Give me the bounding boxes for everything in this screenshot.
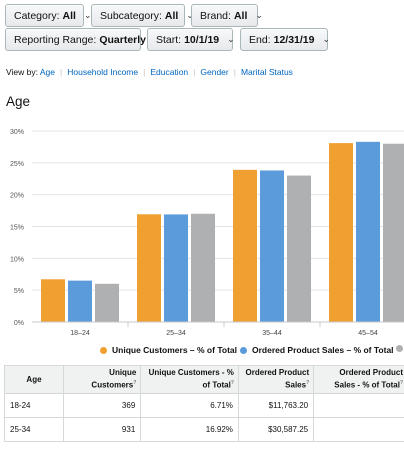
cell-unique-customers: 931	[62, 417, 142, 442]
column-header-text: Unique Customers	[91, 368, 137, 390]
separator: |	[193, 67, 196, 77]
category-filter-label: Category:	[14, 9, 60, 22]
legend-swatch	[396, 345, 403, 352]
y-tick-label: 0%	[14, 320, 24, 327]
subcategory-filter-value: All	[164, 9, 179, 22]
chevron-down-icon: ⌄	[83, 10, 92, 20]
start-date-value: 10/1/19	[184, 33, 220, 46]
cell-ordered-product-sales-pct	[313, 417, 404, 442]
help-icon[interactable]: ?	[306, 380, 310, 387]
bar	[137, 214, 161, 322]
view-by-marital-status-link[interactable]: Marital Status	[240, 67, 293, 77]
legend-swatch	[240, 346, 247, 354]
cell-ordered-product-sales: $30,587.25	[237, 417, 315, 442]
y-tick-label: 30%	[10, 129, 24, 136]
start-date-button[interactable]: Start: 10/1/19 ⌄	[147, 28, 235, 51]
cell-unique-customers-pct: 16.92%	[140, 417, 239, 442]
separator: |	[143, 67, 146, 77]
help-icon[interactable]: ?	[399, 380, 403, 387]
column-header-ordered-product-sales-pct[interactable]: Ordered Product Sales - % of Total?	[313, 365, 404, 394]
column-header-text: Ordered Product Sales	[245, 368, 310, 390]
x-tick-label: 25–34	[166, 330, 186, 337]
bar	[191, 213, 215, 322]
legend-swatch	[100, 346, 107, 354]
cell-ordered-product-sales-pct	[313, 393, 404, 418]
bar	[260, 170, 284, 322]
end-date-label: End:	[249, 33, 271, 46]
column-header-age[interactable]: Age	[4, 365, 64, 394]
column-header-text: Unique Customers - % of Total	[148, 368, 234, 390]
y-tick-label: 25%	[10, 161, 24, 168]
chevron-down-icon: ⌄	[322, 34, 331, 44]
category-filter-value: All	[62, 9, 76, 22]
legend-label: Unique Customers – % of Total	[112, 345, 237, 355]
start-date-label: Start:	[156, 33, 182, 46]
cell-age: 25-34	[4, 417, 64, 442]
view-by-label: View by:	[6, 67, 38, 77]
help-icon[interactable]: ?	[133, 380, 137, 387]
view-by-gender-link[interactable]: Gender	[200, 67, 229, 77]
age-bar-chart: 0% 5% 10% 15% 20% 25% 30% 18–24 25–34 35–44 45–54	[10, 129, 404, 337]
view-by-age-link[interactable]: Age	[39, 67, 56, 77]
cell-unique-customers-pct: 6.71%	[140, 393, 239, 418]
y-tick-label: 10%	[10, 256, 24, 263]
chart-legend: Unique Customers – % of Total Ordered Pr…	[0, 343, 404, 359]
separator: |	[233, 67, 236, 77]
legend-label: Ordered Product Sales – % of Total	[252, 345, 394, 355]
help-icon[interactable]: ?	[230, 380, 234, 387]
chevron-down-icon: ⌄	[227, 34, 235, 44]
column-header-unique-customers-pct[interactable]: Unique Customers - % of Total?	[140, 365, 239, 394]
bar	[329, 143, 353, 322]
x-tick-label: 45–54	[358, 330, 378, 337]
bar	[68, 280, 92, 322]
table-row: 18-24 369 6.71% $11,763.20	[4, 393, 404, 418]
cell-age: 18-24	[4, 393, 64, 418]
bar	[95, 283, 119, 322]
y-tick-label: 5%	[14, 288, 24, 295]
bar	[356, 141, 380, 322]
legend-item-ordered-product-sales[interactable]: Ordered Product Sales – % of Total	[240, 345, 394, 355]
cell-ordered-product-sales: $11,763.20	[237, 393, 315, 418]
separator: |	[60, 67, 63, 77]
table-row: 25-34 931 16.92% $30,587.25	[4, 417, 404, 442]
reporting-range-button[interactable]: Reporting Range: Quarterly ⌄	[5, 28, 162, 51]
brand-filter-value: All	[233, 9, 248, 22]
category-filter-button[interactable]: Category: All ⌄	[5, 4, 92, 27]
brand-filter-label: Brand:	[200, 9, 231, 22]
column-header-text: Age	[26, 374, 42, 384]
bar	[233, 169, 257, 322]
x-tick-label: 35–44	[262, 330, 282, 337]
bar	[383, 143, 404, 322]
end-date-value: 12/31/19	[273, 33, 315, 46]
y-tick-label: 15%	[10, 225, 24, 232]
bar	[41, 279, 65, 322]
age-table: Age Unique Customers? Unique Customers -…	[4, 365, 404, 442]
subcategory-filter-button[interactable]: Subcategory: All ⌄	[91, 4, 194, 27]
section-title: Age	[6, 94, 31, 109]
table-header-row: Age Unique Customers? Unique Customers -…	[4, 365, 404, 394]
column-header-ordered-product-sales[interactable]: Ordered Product Sales?	[237, 365, 315, 394]
bar	[287, 175, 311, 322]
reporting-range-label: Reporting Range:	[14, 33, 97, 46]
view-by-education-link[interactable]: Education	[150, 67, 189, 77]
end-date-button[interactable]: End: 12/31/19 ⌄	[240, 28, 331, 51]
column-header-text: Ordered Product Sales - % of Total	[334, 368, 403, 390]
view-by-nav: View by: Age | Household Income | Education |…	[6, 67, 293, 77]
bar	[164, 214, 188, 322]
subcategory-filter-label: Subcategory:	[100, 9, 162, 22]
reporting-range-value: Quarterly	[99, 33, 146, 46]
view-by-household-income-link[interactable]: Household Income	[67, 67, 139, 77]
x-tick-label: 18–24	[70, 330, 90, 337]
chevron-down-icon: ⌄	[255, 10, 263, 20]
legend-item-unique-customers[interactable]: Unique Customers – % of Total	[100, 345, 237, 355]
brand-filter-button[interactable]: Brand: All ⌄	[191, 4, 263, 27]
y-tick-label: 20%	[10, 193, 24, 200]
legend-item-third-series[interactable]	[396, 345, 403, 352]
cell-unique-customers: 369	[62, 393, 142, 418]
column-header-unique-customers[interactable]: Unique Customers?	[62, 365, 142, 394]
chevron-down-icon: ⌄	[186, 10, 194, 21]
